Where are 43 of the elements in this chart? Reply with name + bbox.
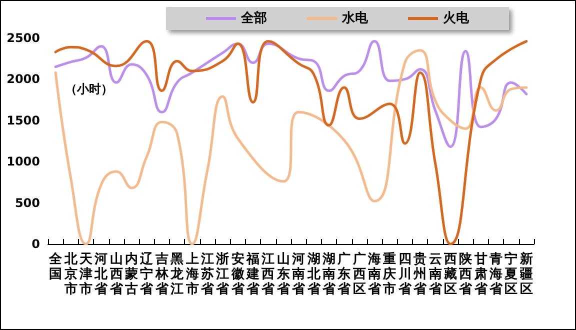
x-tick-label: 海南省 [367, 252, 382, 297]
legend-label: 全部 [240, 10, 267, 26]
x-tick-label: 上海市 [184, 252, 199, 297]
y-axis-title: （小时） [65, 82, 113, 96]
x-tick-label: 广东省 [336, 251, 352, 297]
x-tick-label: 全国 [48, 252, 64, 282]
x-tick-label: 天津市 [78, 252, 94, 297]
x-tick-label: 陕西省 [458, 252, 474, 297]
x-tick-label: 辽宁省 [139, 252, 154, 297]
x-tick-label: 内蒙古 [124, 252, 138, 297]
x-tick-label: 江苏省 [200, 252, 215, 297]
y-tick-label: 1000 [6, 154, 40, 169]
x-tick-label: 青海省 [488, 252, 504, 297]
y-tick-label: 1500 [6, 113, 40, 128]
x-tick-label: 黑龙江 [170, 252, 185, 297]
x-tick-label: 安徽省 [230, 251, 246, 297]
x-tick-label: 贵州省 [412, 251, 428, 297]
x-tick-label: 甘肃省 [473, 252, 488, 297]
x-tick-label: 山东省 [276, 252, 291, 297]
y-tick-label: 500 [14, 196, 40, 210]
x-tick-label: 宁夏区 [504, 251, 518, 297]
x-tick-label: 福建省 [246, 251, 261, 297]
y-tick-label: 0 [32, 237, 40, 251]
x-tick-label: 湖北省 [306, 252, 322, 297]
x-tick-label: 西藏区 [442, 252, 457, 297]
x-tick-label: 山西省 [108, 252, 124, 297]
x-tick-label: 湖南省 [321, 252, 336, 297]
legend-label: 水电 [341, 11, 369, 26]
x-tick-label: 河南省 [291, 252, 306, 297]
y-tick-label: 2500 [6, 31, 40, 45]
x-tick-label: 重庆市 [382, 251, 396, 297]
line-series [54, 40, 528, 148]
x-tick-label: 江西省 [260, 252, 276, 297]
x-tick-label: 广西区 [352, 251, 366, 297]
legend-label: 火电 [442, 11, 470, 26]
x-tick-label: 河北省 [94, 252, 109, 297]
x-tick-label: 北京市 [63, 252, 78, 297]
x-tick-label: 新疆区 [518, 251, 533, 297]
y-tick-label: 2000 [6, 72, 40, 86]
x-tick-label: 吉林省 [154, 252, 170, 297]
x-tick-label: 云南省 [428, 252, 443, 297]
x-tick-label: 浙江省 [215, 252, 230, 297]
x-tick-label: 四川省 [397, 252, 412, 297]
